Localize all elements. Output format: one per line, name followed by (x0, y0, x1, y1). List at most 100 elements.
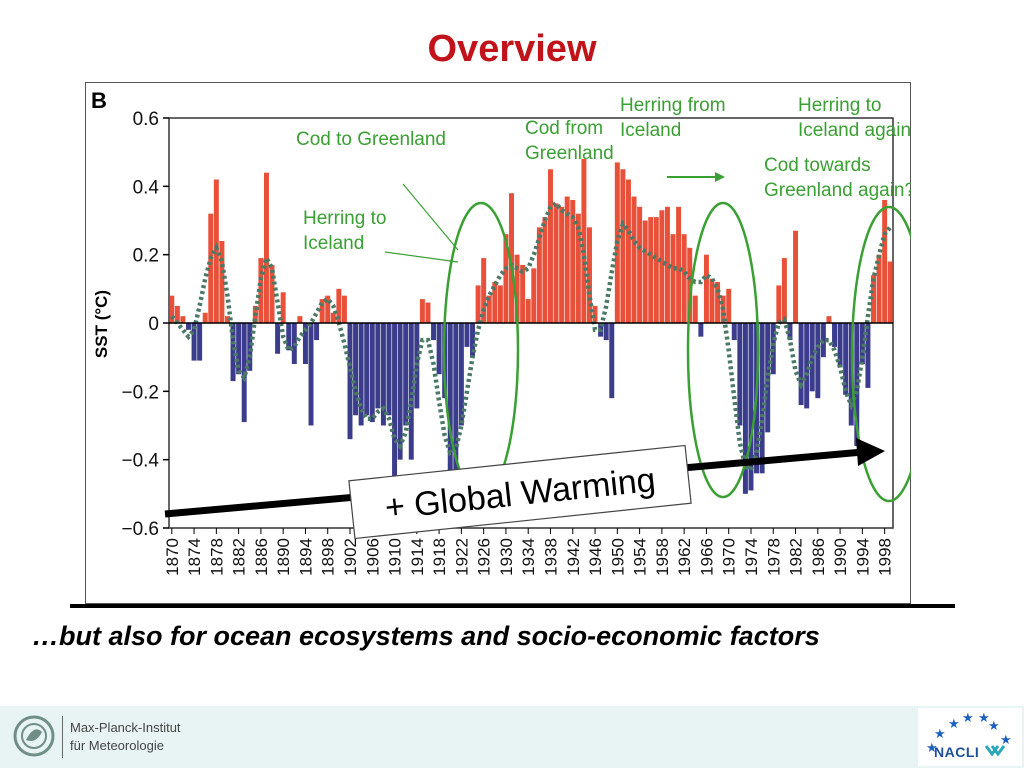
x-tick-label: 1958 (653, 538, 672, 576)
warming-arrowhead (856, 438, 885, 466)
annotation-text: Cod from (525, 118, 603, 139)
institute-name: Max-Planck-Institut für Meteorologie (70, 719, 181, 755)
bar-1875 (197, 323, 203, 361)
annotation-text: Iceland (303, 233, 364, 254)
bar-1983 (798, 323, 804, 405)
highlight-ellipse (686, 201, 760, 499)
y-tick-label: 0.2 (133, 246, 159, 267)
bar-1934 (525, 299, 531, 323)
bar-1873 (186, 323, 191, 330)
bar-1940 (559, 206, 565, 323)
annotation-text: Herring to (798, 95, 881, 116)
bar-1979 (776, 285, 782, 323)
x-tick-label: 1982 (787, 538, 806, 576)
bar-1986 (815, 323, 821, 399)
bar-1902 (347, 323, 353, 440)
bar-1877 (208, 213, 214, 323)
slide-caption: …but also for ocean ecosystems and socio… (32, 621, 820, 651)
bars-layer (169, 159, 893, 525)
y-tick-label: 0.4 (133, 177, 160, 198)
bar-1974 (748, 323, 754, 491)
bar-1912 (403, 323, 409, 426)
bar-1972 (737, 323, 743, 426)
bar-1966 (703, 254, 709, 323)
bar-1914 (414, 323, 420, 409)
bar-1963 (687, 247, 693, 323)
bar-1889 (275, 323, 281, 354)
x-tick-label: 1910 (386, 538, 405, 576)
bar-1987 (820, 323, 826, 358)
bar-1952 (625, 179, 631, 323)
bar-1893 (297, 316, 303, 323)
x-tick-label: 1978 (764, 538, 783, 576)
institute-line-1: Max-Planck-Institut (70, 720, 181, 735)
bar-1895 (308, 323, 314, 426)
annotation-text: Herring from (620, 95, 726, 116)
bar-1998 (882, 200, 888, 323)
bar-1876 (202, 312, 208, 323)
y-axis-label: SST (°C) (92, 290, 111, 358)
bar-1922 (458, 323, 464, 426)
bar-1991 (843, 323, 849, 395)
x-tick-label: 1938 (541, 538, 560, 576)
bar-1908 (380, 323, 386, 426)
x-tick-label: 1986 (809, 538, 828, 576)
bar-1926 (481, 258, 487, 323)
bar-1996 (871, 275, 876, 323)
bar-1968 (715, 282, 721, 323)
bar-1905 (364, 323, 370, 416)
x-tick-label: 1926 (475, 538, 494, 576)
bar-1970 (726, 288, 732, 323)
x-tick-label: 1930 (497, 538, 516, 576)
x-tick-label: 1886 (252, 538, 271, 576)
annotation-text: Iceland again (798, 120, 911, 141)
bar-1900 (336, 288, 342, 323)
bar-1881 (230, 323, 236, 382)
x-tick-label: 1946 (586, 538, 605, 576)
bar-1921 (453, 323, 459, 525)
y-tick-label: −0.2 (121, 382, 159, 403)
svg-text:★: ★ (934, 727, 946, 742)
bar-1874 (191, 323, 197, 361)
bar-1907 (375, 323, 381, 409)
x-tick-label: 1922 (452, 538, 471, 576)
slide-title: Overview (427, 28, 597, 70)
bar-1917 (431, 323, 437, 341)
bar-1960 (670, 234, 676, 323)
bar-1984 (804, 323, 810, 409)
bar-1959 (664, 206, 670, 323)
x-tick-label: 1970 (720, 538, 739, 576)
bar-1957 (653, 217, 659, 323)
bar-1982 (793, 230, 799, 323)
bar-1887 (263, 172, 269, 323)
bar-1932 (514, 254, 520, 323)
y-tick-label: 0 (148, 314, 159, 335)
bar-1999 (887, 261, 893, 323)
svg-text:★: ★ (962, 711, 974, 726)
bar-1882 (236, 323, 242, 375)
bar-1965 (698, 323, 704, 337)
bar-1915 (419, 299, 425, 323)
bar-1930 (503, 234, 509, 323)
pointer-arrowhead (715, 172, 725, 182)
x-tick-label: 1990 (831, 538, 850, 576)
bar-1920 (447, 323, 453, 511)
svg-text:★: ★ (988, 719, 1000, 734)
bar-1958 (659, 210, 665, 323)
bar-1878 (213, 179, 219, 323)
bar-1896 (314, 323, 320, 341)
bar-1964 (692, 295, 698, 323)
bar-1888 (269, 264, 275, 323)
bar-1943 (575, 213, 581, 323)
x-tick-label: 1994 (853, 538, 872, 576)
annotation-text: Iceland (620, 120, 681, 141)
bar-1890 (280, 292, 286, 323)
x-tick-label: 1906 (363, 538, 382, 576)
bar-1956 (648, 217, 654, 323)
bar-1925 (475, 285, 481, 323)
bar-1967 (709, 278, 715, 323)
x-tick-label: 1918 (430, 538, 449, 576)
bar-1939 (553, 203, 559, 323)
